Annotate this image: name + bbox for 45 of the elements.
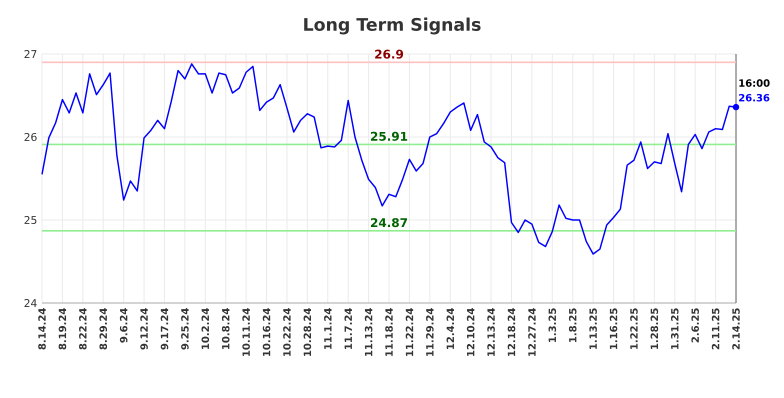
x-tick-label: 11.13.24	[364, 308, 372, 356]
x-tick-label: 2.11.25	[712, 308, 720, 350]
x-tick-label: 1.16.25	[610, 308, 618, 349]
ref-line-label: 25.91	[370, 132, 408, 141]
x-tick-label: 12.10.24	[466, 308, 474, 356]
x-tick-label: 11.22.24	[406, 308, 414, 356]
x-tick-label: 9.12.24	[140, 308, 148, 350]
y-tick-label: 26	[24, 132, 37, 142]
ref-line-label: 26.9	[375, 50, 404, 59]
x-tick-label: 1.22.25	[630, 308, 638, 349]
x-tick-label: 8.29.24	[99, 308, 108, 350]
x-tick-label: 8.14.24	[38, 308, 46, 350]
x-tick-label: 12.27.24	[528, 308, 536, 356]
x-tick-label: 10.2.24	[202, 308, 210, 349]
x-tick-label: 11.29.24	[426, 308, 434, 356]
x-tick-label: 9.25.24	[181, 308, 189, 350]
x-tick-label: 11.18.24	[385, 308, 393, 356]
x-tick-label: 8.22.24	[79, 308, 87, 350]
x-tick-label: 12.13.24	[487, 308, 495, 356]
y-tick-label: 27	[24, 50, 36, 58]
x-tick-label: 11.7.24	[344, 308, 352, 349]
x-tick-label: 10.8.24	[222, 308, 230, 349]
x-tick-label: 9.17.24	[160, 308, 168, 350]
y-tick-label: 24	[24, 299, 37, 307]
chart-title: Long Term Signals	[304, 18, 481, 34]
x-tick-label: 1.13.25	[589, 308, 597, 349]
x-tick-label: 1.8.25	[568, 308, 576, 342]
x-tick-label: 9.6.24	[120, 308, 128, 343]
x-tick-label: 2.14.25	[732, 308, 740, 350]
x-tick-label: 8.19.24	[58, 308, 66, 350]
x-tick-label: 1.28.25	[650, 308, 658, 349]
x-tick-label: 10.16.24	[262, 308, 270, 356]
x-tick-label: 10.22.24	[283, 308, 291, 356]
x-tick-label: 1.3.25	[548, 308, 556, 342]
x-tick-label: 12.4.24	[446, 308, 454, 349]
ref-line-label: 24.87	[370, 218, 408, 228]
annotation: 16:00	[739, 79, 770, 87]
x-tick-label: 1.31.25	[670, 308, 679, 349]
y-tick-label: 25	[24, 216, 36, 224]
x-tick-label: 11.1.24	[324, 308, 332, 349]
x-tick-label: 10.11.24	[242, 308, 250, 356]
data-label: 26.36	[739, 94, 770, 102]
x-tick-label: 10.28.24	[304, 308, 312, 356]
x-tick-label: 2.6.25	[691, 308, 699, 342]
x-tick-label: 12.18.24	[508, 308, 516, 356]
